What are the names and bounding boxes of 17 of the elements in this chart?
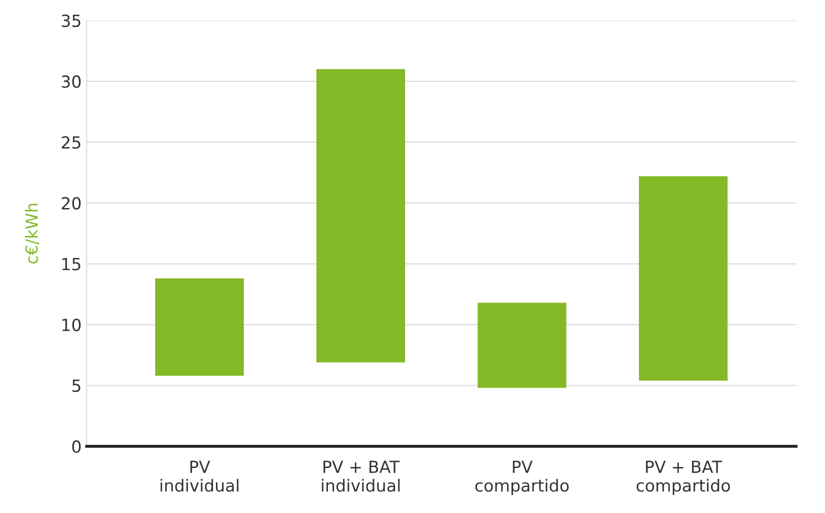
y-tick-label: 10 — [62, 318, 81, 332]
y-tick-label: 25 — [62, 136, 80, 149]
bar — [638, 176, 728, 381]
bar — [155, 278, 244, 376]
y-tick-label: 5 — [72, 380, 80, 392]
y-tick-label: 15 — [62, 258, 80, 270]
x-tick-label: PV compartido — [475, 460, 569, 495]
y-axis-title: c€/kWh — [24, 204, 40, 264]
y-tick-label: 30 — [62, 75, 81, 88]
x-tick-label: PV + BAT compartido — [636, 460, 730, 495]
x-tick-label: PV + BAT individual — [322, 460, 400, 492]
bar — [478, 302, 566, 388]
x-tick-label: PV individual — [160, 460, 238, 492]
bar — [316, 69, 406, 362]
y-tick-label: 35 — [62, 14, 80, 28]
y-tick-label: 0 — [72, 440, 81, 453]
y-tick-label: 20 — [62, 196, 81, 210]
